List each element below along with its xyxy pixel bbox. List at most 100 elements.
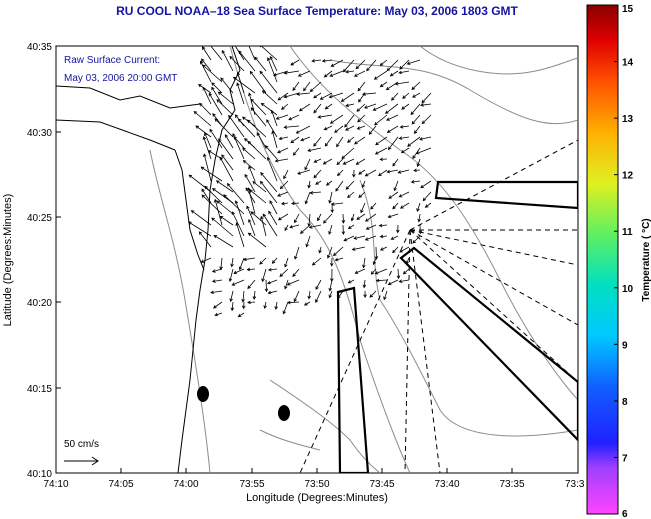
dashed-line bbox=[409, 229, 441, 473]
current-vector bbox=[297, 70, 311, 77]
current-vector bbox=[202, 136, 212, 160]
current-vector bbox=[262, 213, 278, 237]
current-vector bbox=[286, 300, 300, 305]
current-vector bbox=[334, 125, 344, 133]
current-vector bbox=[279, 268, 289, 277]
current-vector bbox=[318, 246, 322, 254]
current-vector bbox=[187, 221, 212, 237]
current-vector bbox=[200, 257, 212, 263]
current-vector bbox=[411, 81, 421, 90]
current-vector bbox=[419, 136, 432, 141]
y-axis-title: Latitude (Degrees:Minutes) bbox=[2, 194, 14, 327]
current-vector bbox=[374, 268, 388, 275]
current-vector bbox=[337, 169, 344, 177]
current-vector bbox=[343, 235, 355, 242]
current-vector bbox=[335, 180, 344, 192]
current-vector bbox=[328, 92, 344, 99]
contour-line bbox=[149, 149, 211, 473]
current-vector bbox=[387, 213, 399, 219]
current-vectors bbox=[187, 46, 432, 318]
current-vector bbox=[387, 279, 399, 286]
current-vector bbox=[422, 191, 432, 202]
shoreline-path bbox=[56, 85, 201, 109]
current-vector bbox=[351, 246, 366, 251]
current-vector bbox=[270, 109, 278, 127]
y-tick-label: 40:30 bbox=[27, 128, 52, 139]
current-vector bbox=[373, 70, 388, 80]
coastline bbox=[56, 46, 241, 473]
current-vector bbox=[311, 257, 322, 266]
current-vector bbox=[328, 224, 333, 235]
current-vector bbox=[330, 202, 344, 206]
current-vector bbox=[347, 224, 355, 230]
current-vector bbox=[313, 103, 322, 114]
current-vector bbox=[386, 114, 399, 121]
current-vector bbox=[190, 210, 212, 226]
x-axis-ticks bbox=[55, 468, 513, 473]
plot-frame bbox=[55, 45, 579, 474]
current-vector bbox=[216, 200, 234, 215]
current-vector bbox=[201, 188, 212, 204]
current-vector bbox=[229, 55, 245, 72]
current-vector bbox=[254, 56, 267, 72]
x-tick-label: 73:3 bbox=[565, 479, 585, 490]
current-vector bbox=[313, 92, 322, 99]
current-vector bbox=[322, 158, 333, 165]
dashed-line bbox=[409, 229, 578, 383]
colorbar-tick-label: 11 bbox=[622, 227, 633, 238]
current-vector bbox=[216, 99, 234, 116]
beam-south bbox=[336, 286, 370, 473]
current-vector bbox=[210, 290, 223, 295]
current-vector bbox=[345, 69, 355, 74]
current-vector bbox=[280, 201, 289, 206]
current-vector bbox=[288, 114, 300, 121]
current-vector bbox=[364, 235, 377, 241]
current-vector bbox=[398, 279, 410, 283]
current-vector bbox=[221, 154, 234, 171]
current-vector bbox=[370, 268, 377, 275]
current-vector bbox=[241, 290, 245, 303]
current-vector bbox=[317, 213, 322, 222]
current-vector bbox=[260, 180, 278, 204]
current-vector bbox=[370, 202, 377, 210]
current-vector bbox=[274, 158, 289, 163]
current-vector bbox=[313, 158, 322, 163]
current-vector bbox=[355, 59, 366, 70]
current-vector bbox=[407, 136, 421, 147]
current-vector bbox=[389, 70, 399, 77]
current-vector bbox=[363, 103, 377, 109]
current-vector bbox=[352, 169, 356, 178]
current-vector bbox=[303, 81, 311, 92]
current-vector bbox=[315, 180, 322, 185]
current-vector bbox=[259, 70, 278, 94]
current-vector bbox=[283, 169, 289, 180]
contour-line bbox=[359, 179, 578, 437]
current-vector bbox=[315, 290, 322, 303]
current-vector bbox=[224, 134, 234, 149]
current-vector bbox=[313, 136, 322, 147]
radar-beams bbox=[336, 180, 578, 473]
current-vector bbox=[296, 92, 311, 96]
current-vector bbox=[203, 153, 212, 182]
current-vector bbox=[307, 180, 311, 189]
current-vector bbox=[411, 114, 421, 125]
current-vector bbox=[353, 70, 366, 77]
current-vector bbox=[353, 235, 366, 240]
dashed-line bbox=[409, 139, 578, 231]
colorbar-tick-label: 8 bbox=[622, 397, 628, 408]
current-vector bbox=[229, 290, 234, 303]
current-vector bbox=[396, 268, 401, 280]
current-vector bbox=[260, 102, 278, 116]
current-vector bbox=[237, 118, 256, 138]
current-vector bbox=[274, 301, 278, 310]
current-vector bbox=[292, 147, 300, 156]
current-vector bbox=[355, 158, 366, 165]
current-vector bbox=[293, 290, 300, 303]
buoy-marker bbox=[278, 405, 290, 421]
current-vector bbox=[247, 140, 267, 160]
current-vector bbox=[398, 191, 410, 198]
current-vector bbox=[319, 92, 333, 100]
current-vector bbox=[231, 279, 245, 286]
legend-current-date: May 03, 2006 20:00 GMT bbox=[64, 73, 177, 84]
